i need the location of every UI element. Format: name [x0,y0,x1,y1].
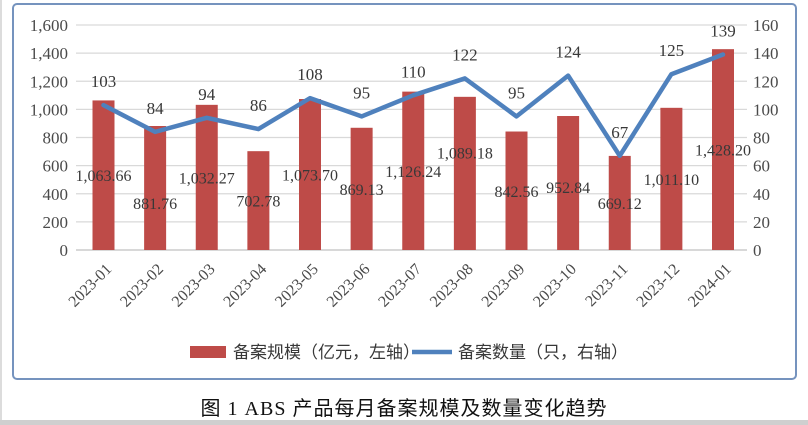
x-axis-label: 2023-11 [582,261,631,310]
right-axis-tick-label: 160 [753,16,779,35]
bar [247,151,270,250]
right-axis-tick-label: 140 [753,44,779,63]
bar [453,96,476,250]
line-value-label: 139 [710,22,736,41]
right-axis-tick-label: 80 [753,129,770,148]
bar-value-label: 881.76 [133,196,177,213]
left-axis-tick-label: 600 [43,157,69,176]
x-axis-label: 2023-10 [530,261,580,311]
bar [350,127,373,250]
line-value-label: 84 [147,99,165,118]
x-axis-label: 2023-08 [427,261,477,311]
bar-value-label: 1,428.20 [695,143,751,160]
legend-bar-swatch [190,346,226,358]
bar-value-label: 1,089.18 [437,145,493,162]
page-bottom-divider [0,420,808,425]
bar [712,49,734,250]
x-axis-label: 2023-07 [375,261,425,311]
bar [144,126,167,250]
trend-line [101,52,726,159]
bar [505,131,528,250]
bar-value-label: 1,011.10 [644,172,699,189]
left-axis-tick-label: 400 [43,185,69,204]
right-axis-tick-label: 40 [753,185,770,204]
left-axis-tick-label: 1,000 [30,100,68,119]
bar [660,107,683,251]
bar [92,100,115,250]
x-axis-label: 2023-12 [633,261,683,311]
legend-bar-label: 备案规模（亿元，左轴） [233,343,420,362]
line-value-label: 124 [555,43,581,62]
bar [557,116,580,251]
bar [195,104,218,250]
x-axis-label: 2023-04 [220,261,270,311]
line-value-label: 94 [198,85,216,104]
bar [299,99,321,250]
bar-value-label: 1,073.70 [282,168,338,185]
bar-value-label: 702.78 [236,194,280,211]
bar-value-label: 1,032.27 [179,170,235,187]
bar [608,155,631,250]
line-value-label: 122 [452,45,478,64]
bar-value-label: 869.13 [340,182,384,199]
x-axis-label: 2023-03 [169,261,219,311]
left-axis-tick-label: 200 [43,213,69,232]
right-axis-tick-label: 20 [753,213,770,232]
bar [402,91,425,250]
x-axis-label: 2023-09 [479,261,529,311]
bar-value-label: 1,126.24 [385,164,441,181]
x-axis-label: 2023-05 [272,261,322,311]
legend-line-label: 备案数量（只，右轴） [458,343,628,362]
line-value-label: 110 [401,62,426,81]
page-left-edge [0,0,2,425]
right-axis-tick-label: 0 [753,241,762,260]
right-axis-tick-label: 100 [753,100,779,119]
left-axis-tick-label: 1,600 [30,16,68,35]
left-axis-tick-label: 1,200 [30,72,68,91]
line-value-label: 67 [611,123,629,142]
bar-value-label: 842.56 [495,184,539,201]
x-axis-label: 2023-01 [66,261,116,311]
line-value-label: 95 [508,83,525,102]
right-axis-tick-label: 60 [753,157,770,176]
line-value-label: 95 [353,83,370,102]
line-value-label: 108 [297,65,323,84]
right-axis-tick-label: 120 [753,72,779,91]
line-value-label: 86 [250,96,267,115]
figure-caption: 图 1 ABS 产品每月备案规模及数量变化趋势 [200,398,608,420]
bar-value-label: 1,063.66 [76,168,132,185]
combo-chart-svg: 0 200 400 600 800 1,000 1,200 1,400 1,600 0 20 40 60… [30,16,779,362]
line-value-label: 103 [91,72,117,91]
x-axis-label: 2024-01 [685,261,735,311]
left-axis-tick-label: 0 [60,241,69,260]
x-axis-label: 2023-06 [324,261,374,311]
x-axis-label: 2023-02 [117,261,167,311]
left-axis-tick-label: 800 [43,129,69,148]
bar-value-label: 952.84 [546,180,590,197]
line-value-label: 125 [659,41,685,60]
left-axis-tick-label: 1,400 [30,44,68,63]
bar-value-label: 669.12 [598,196,642,213]
